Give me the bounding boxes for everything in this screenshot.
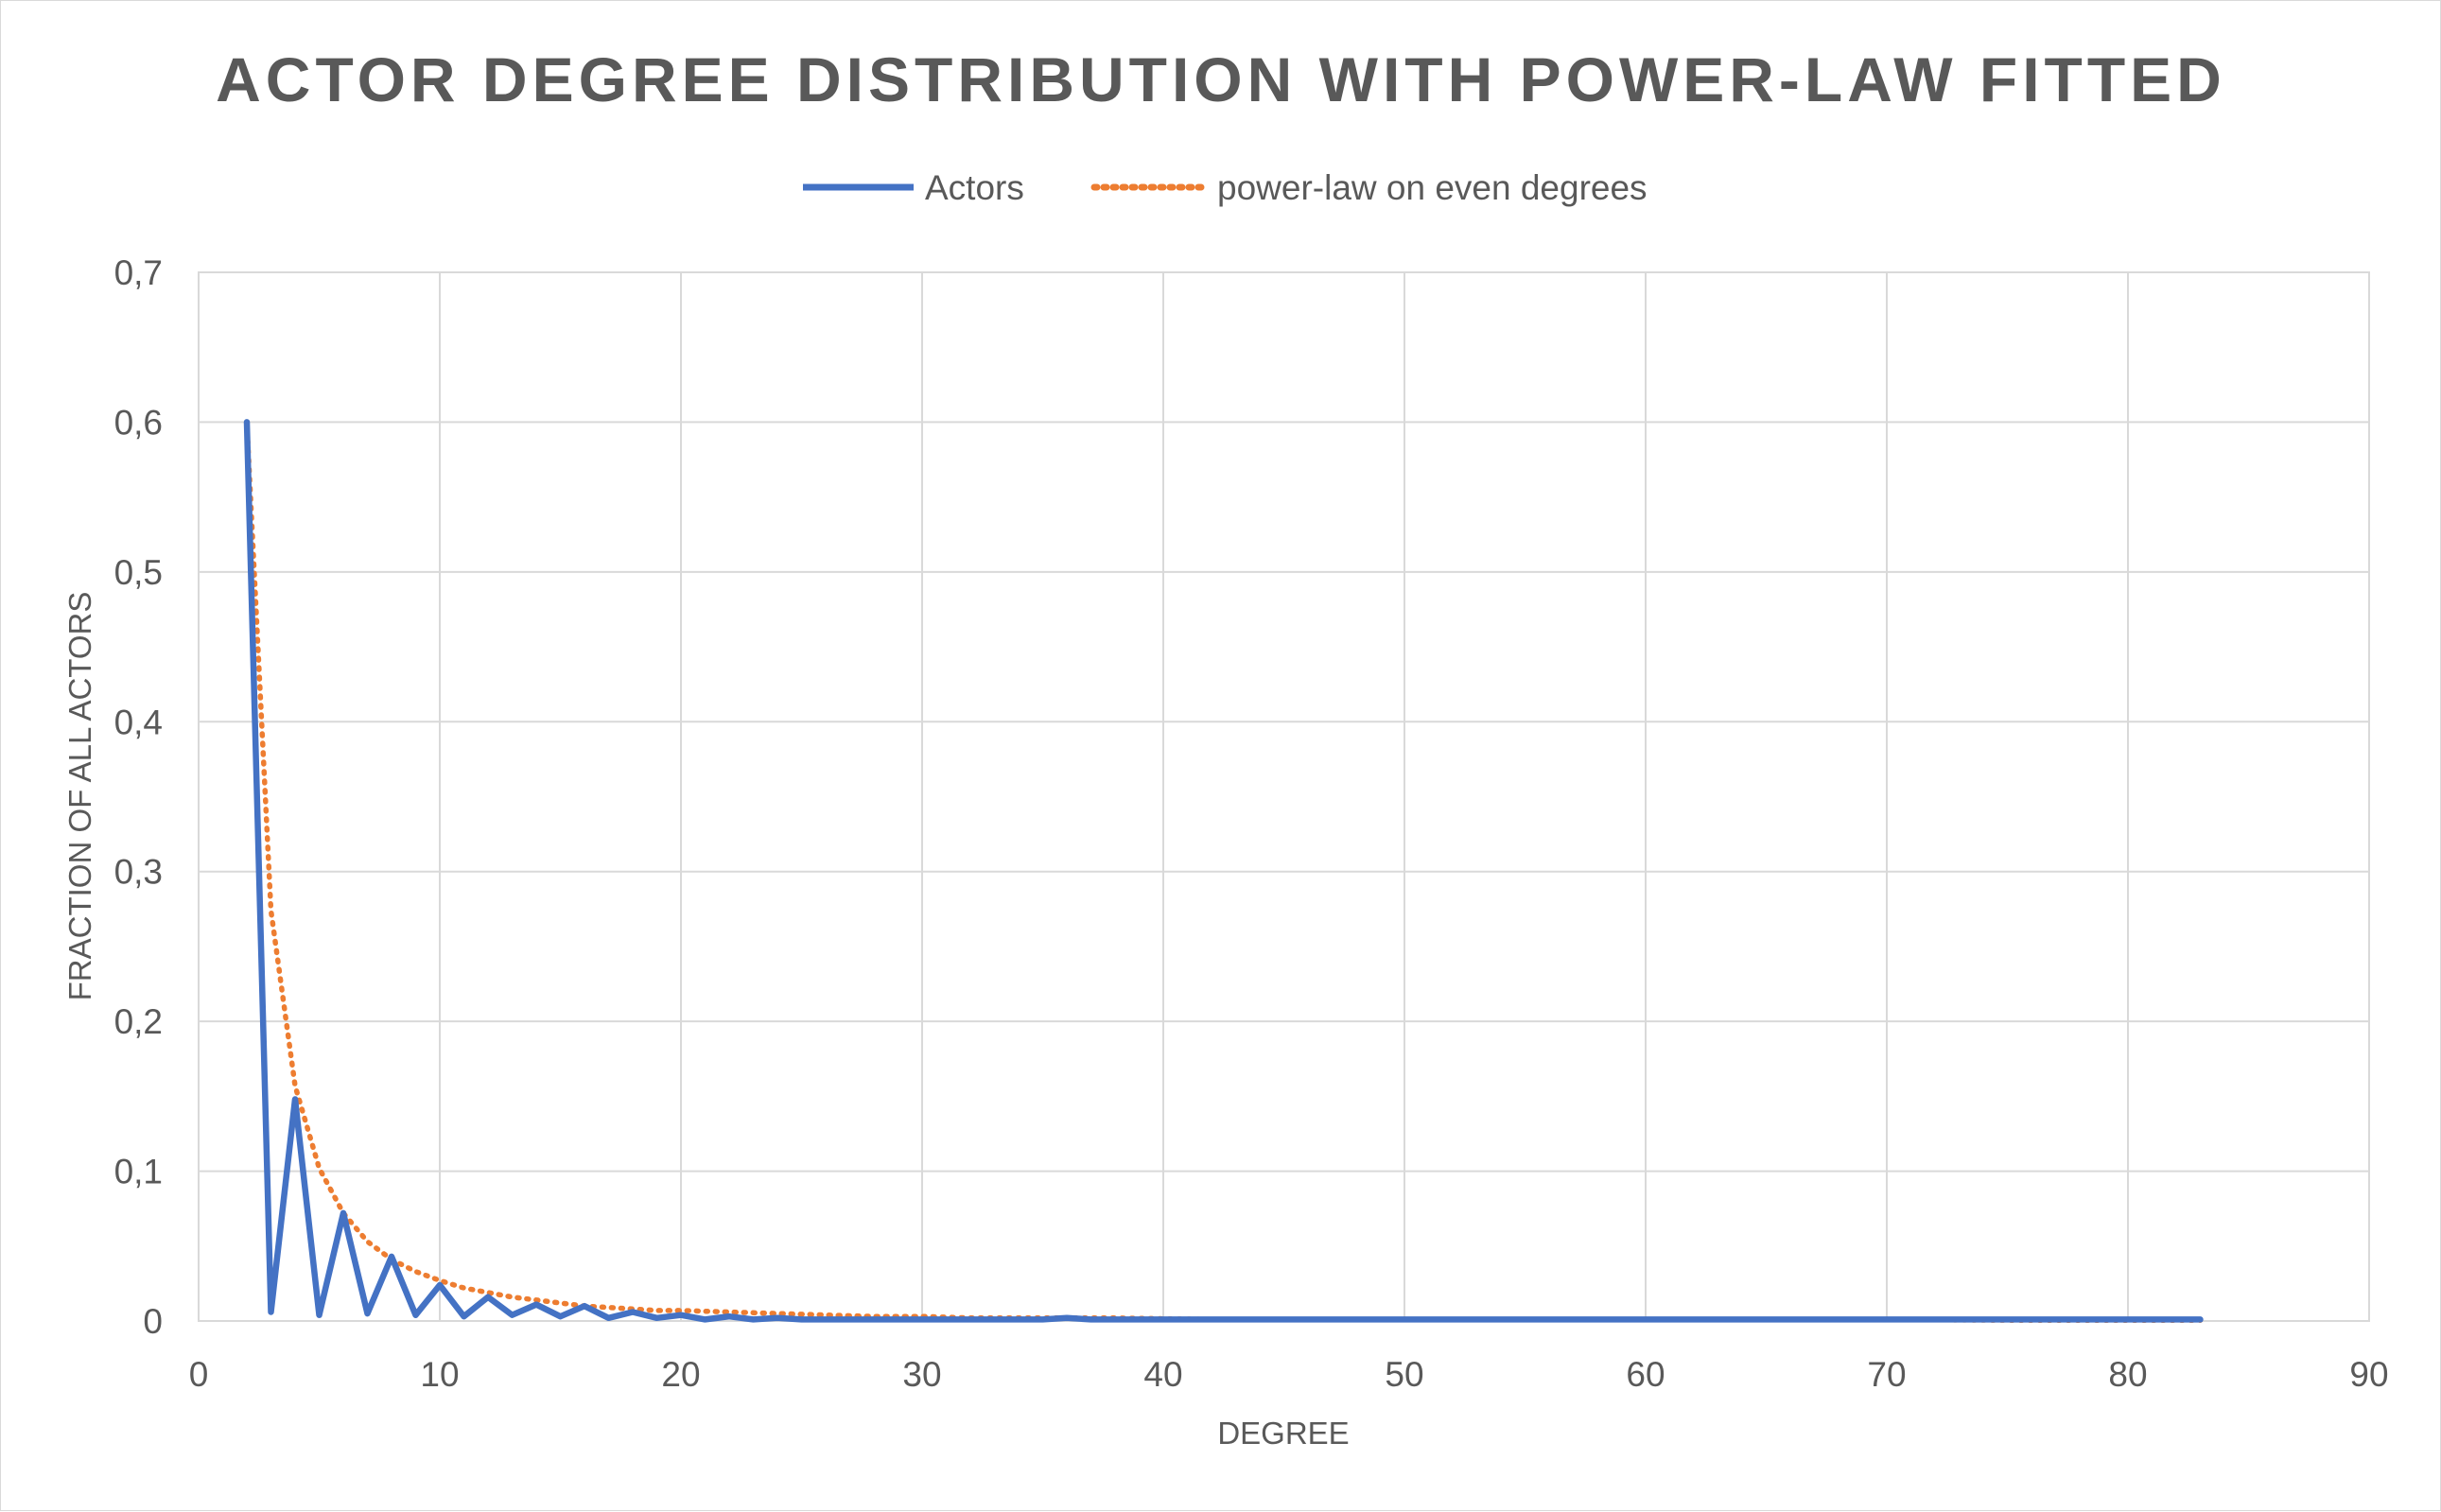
legend: Actors power-law on even degrees	[803, 168, 1648, 207]
x-tick-label: 50	[1385, 1355, 1423, 1394]
gridlines	[199, 272, 2369, 1321]
y-tick-label: 0,2	[114, 1002, 163, 1041]
legend-label-actors: Actors	[925, 168, 1024, 207]
series-layer	[243, 419, 2204, 1323]
y-tick-label: 0,7	[114, 253, 163, 292]
series-actors-line	[243, 419, 2204, 1323]
y-axis-title: FRACTION OF ALL ACTORS	[62, 592, 97, 1001]
x-tick-label: 20	[661, 1355, 700, 1394]
x-tick-label: 0	[189, 1355, 209, 1394]
y-tick-label: 0,6	[114, 403, 163, 442]
x-tick-label: 40	[1143, 1355, 1182, 1394]
y-tick-label: 0	[143, 1302, 163, 1341]
plot-area-border	[198, 271, 2370, 1322]
x-axis-ticks: 0 10 20 30 40 50 60 70 80 90	[189, 1355, 2389, 1394]
legend-label-power-law: power-law on even degrees	[1217, 168, 1648, 207]
chart-title: ACTOR DEGREE DISTRIBUTION WITH POWER-LAW…	[216, 44, 2226, 114]
x-tick-label: 30	[902, 1355, 941, 1394]
x-tick-label: 70	[1867, 1355, 1906, 1394]
x-axis-title: DEGREE	[1217, 1416, 1349, 1451]
y-tick-label: 0,3	[114, 853, 163, 892]
x-tick-label: 10	[420, 1355, 459, 1394]
x-tick-label: 90	[2349, 1355, 2388, 1394]
y-tick-label: 0,1	[114, 1153, 163, 1191]
y-tick-label: 0,4	[114, 703, 163, 741]
y-axis-ticks: 0 0,1 0,2 0,3 0,4 0,5 0,6 0,7	[114, 253, 163, 1341]
x-tick-label: 60	[1626, 1355, 1665, 1394]
y-tick-label: 0,5	[114, 553, 163, 592]
x-tick-label: 80	[2108, 1355, 2147, 1394]
